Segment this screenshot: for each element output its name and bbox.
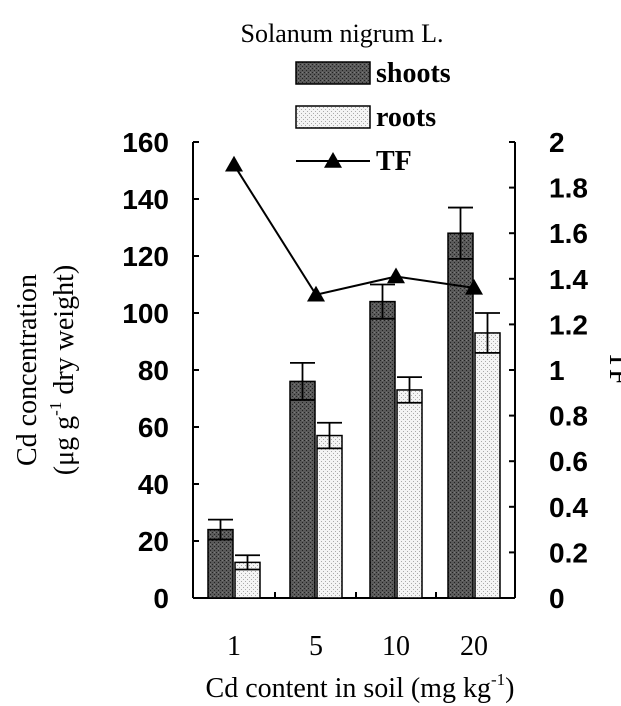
tf-line (225, 156, 483, 302)
legend-item-roots: roots (296, 102, 436, 133)
bar-shoots (290, 381, 315, 598)
y-axis-label-line1: Cd concentration (12, 274, 43, 466)
legend-label: TF (376, 146, 412, 177)
y2-tick-label: 0.4 (549, 492, 588, 523)
bar-roots (475, 333, 500, 598)
y2-tick-label: 1.2 (549, 309, 588, 340)
legend-swatch (296, 106, 370, 128)
x-tick-label: 10 (382, 631, 410, 662)
y-axis-label-line2: (μg g-1 dry weight) (46, 265, 80, 475)
y2-tick-label: 0.2 (549, 537, 588, 568)
chart-title: Solanum nigrum L. (241, 19, 444, 48)
y2-tick-label: 1.4 (549, 264, 588, 295)
y2-tick-label: 1.6 (549, 218, 588, 249)
y2-tick-label: 1.8 (549, 173, 588, 204)
y2-tick-label: 0.6 (549, 446, 588, 477)
bar-shoots (370, 302, 395, 598)
y2-axis-label: TF (603, 350, 621, 385)
y-tick-label: 60 (138, 412, 169, 443)
tf-marker (225, 156, 243, 172)
legend-item-tf: TF (296, 146, 412, 177)
legend: shoots roots TF (296, 58, 451, 177)
legend-item-shoots: shoots (296, 58, 451, 89)
y-tick-label: 100 (122, 298, 169, 329)
y-tick-label: 120 (122, 241, 169, 272)
legend-label: shoots (376, 58, 451, 89)
bar-roots (317, 436, 342, 598)
legend-marker (324, 152, 342, 168)
tf-line-path (234, 165, 474, 295)
y-tick-label: 140 (122, 184, 169, 215)
legend-label: roots (376, 102, 436, 133)
x-axis-label: Cd content in soil (mg kg-1) (206, 670, 515, 704)
y-tick-label: 160 (122, 127, 169, 158)
bar-roots (397, 390, 422, 598)
y-tick-label: 0 (153, 583, 169, 614)
y2-tick-label: 0 (549, 583, 565, 614)
bars (208, 233, 500, 598)
y-tick-label: 40 (138, 469, 169, 500)
x-tick-label: 1 (227, 631, 241, 662)
legend-swatch (296, 62, 370, 84)
y2-tick-label: 1 (549, 355, 565, 386)
y2-tick-label: 2 (549, 127, 565, 158)
tf-marker (387, 268, 405, 284)
y2-tick-label: 0.8 (549, 401, 588, 432)
y-tick-label: 20 (138, 526, 169, 557)
x-tick-label: 5 (309, 631, 323, 662)
y-tick-label: 80 (138, 355, 169, 386)
x-tick-label: 20 (460, 631, 488, 662)
